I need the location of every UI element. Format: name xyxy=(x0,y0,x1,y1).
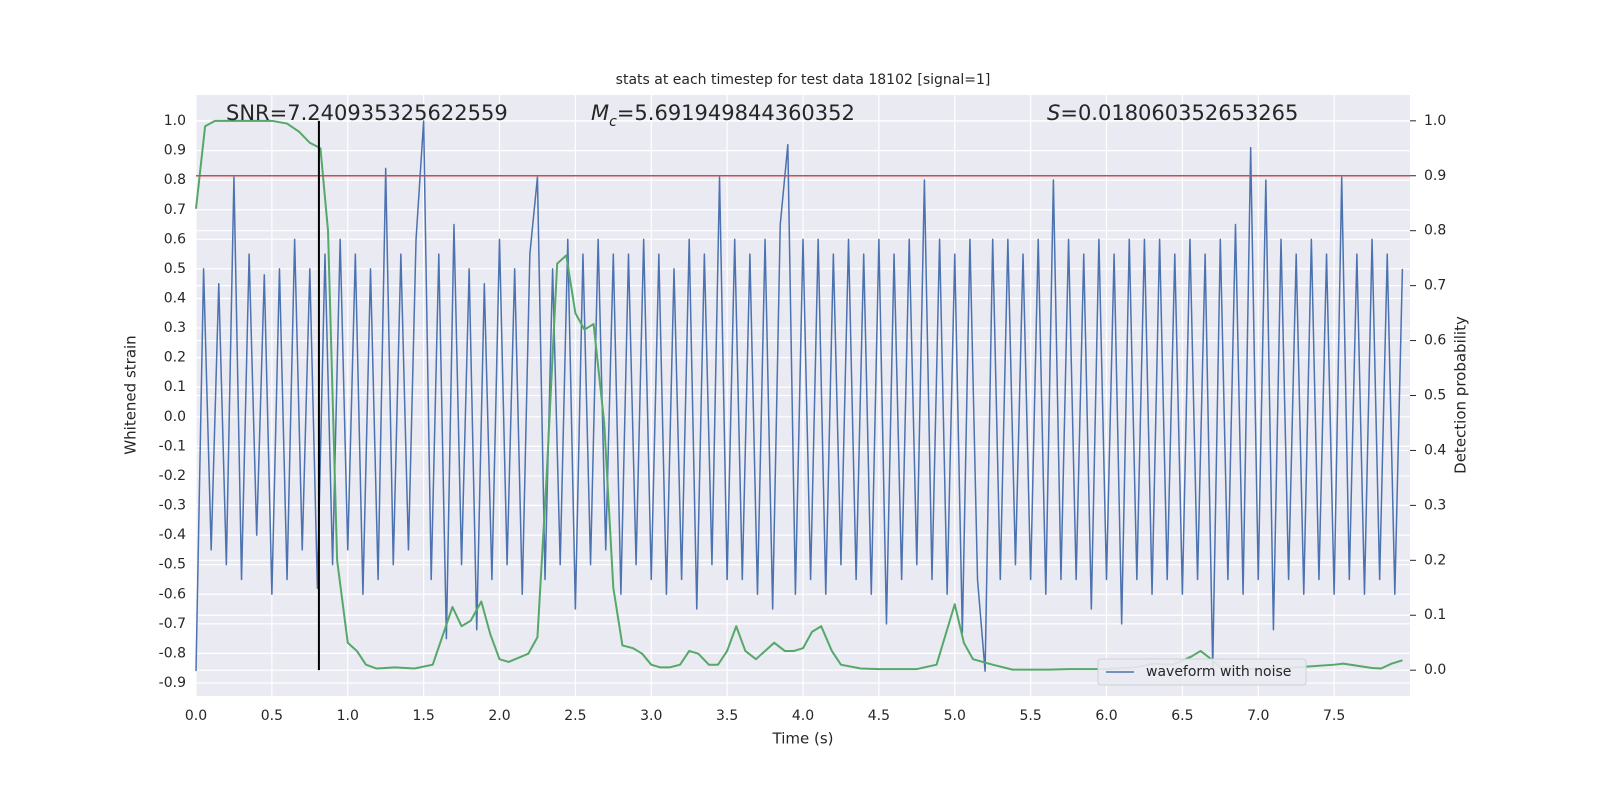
y-tick-label: 0.7 xyxy=(164,202,186,218)
y2-tick-label: 0.5 xyxy=(1424,388,1446,404)
y-tick-label: -0.7 xyxy=(159,616,186,632)
x-tick-label: 7.5 xyxy=(1323,708,1345,724)
y-tick-label: 1.0 xyxy=(164,113,186,129)
legend-box xyxy=(1097,658,1307,686)
y-tick-label: 0.6 xyxy=(164,231,186,247)
x-tick-label: 2.0 xyxy=(488,708,510,724)
x-tick-label: 0.0 xyxy=(185,708,207,724)
y2-tick-label: 0.0 xyxy=(1424,662,1446,678)
annotation-text: =0.018060352653265 xyxy=(1060,101,1298,125)
y-tick-label: -0.5 xyxy=(159,557,186,573)
x-tick-label: 7.0 xyxy=(1247,708,1269,724)
y-tick-label: -0.8 xyxy=(159,645,186,661)
y-tick-label: -0.4 xyxy=(159,527,186,543)
x-tick-label: 3.0 xyxy=(640,708,662,724)
y-tick-label: -0.1 xyxy=(159,438,186,454)
x-tick-label: 4.0 xyxy=(792,708,814,724)
y-tick-label: 0.0 xyxy=(164,409,186,425)
annotation-text: SNR=7.240935325622559 xyxy=(226,101,508,125)
x-tick-label: 3.5 xyxy=(716,708,738,724)
y2-tick-label: 0.1 xyxy=(1424,607,1446,623)
y-tick-label: 0.9 xyxy=(164,143,186,159)
y2-axis-label: Detection probability xyxy=(1452,316,1470,474)
y-tick-label: -0.2 xyxy=(159,468,186,484)
annotation: S=0.018060352653265 xyxy=(1047,101,1298,125)
y2-tick-label: 0.8 xyxy=(1424,223,1446,239)
x-tick-label: 4.5 xyxy=(868,708,890,724)
annotation-symbol: S xyxy=(1047,101,1060,125)
y2-tick-label: 0.9 xyxy=(1424,168,1446,184)
y2-tick-label: 1.0 xyxy=(1424,113,1446,129)
y2-tick-label: 0.2 xyxy=(1424,552,1446,568)
y-tick-label: 0.1 xyxy=(164,379,186,395)
y-tick-label: -0.6 xyxy=(159,586,186,602)
y2-tick-label: 0.6 xyxy=(1424,333,1446,349)
x-tick-label: 2.5 xyxy=(564,708,586,724)
y2-tick-label: 0.3 xyxy=(1424,497,1446,513)
y-tick-label: 0.2 xyxy=(164,350,186,366)
x-tick-label: 1.5 xyxy=(412,708,434,724)
y-tick-label: -0.3 xyxy=(159,498,186,514)
x-tick-label: 1.0 xyxy=(337,708,359,724)
y-axis-label: Whitened strain xyxy=(122,335,140,454)
annotation-text: =5.691949844360352 xyxy=(617,101,855,125)
x-tick-label: 6.0 xyxy=(1095,708,1117,724)
annotation: SNR=7.240935325622559 xyxy=(226,101,508,125)
annotation: Mc=5.691949844360352 xyxy=(591,101,855,130)
annotation-subscript: c xyxy=(609,114,617,130)
y-tick-label: 0.4 xyxy=(164,290,186,306)
y-tick-label: -0.9 xyxy=(159,675,186,691)
x-tick-label: 6.5 xyxy=(1171,708,1193,724)
x-tick-label: 0.5 xyxy=(261,708,283,724)
chart-title: stats at each timestep for test data 181… xyxy=(616,72,991,88)
x-axis-label: Time (s) xyxy=(772,730,834,748)
x-tick-label: 5.5 xyxy=(1019,708,1041,724)
series-line xyxy=(195,120,1404,672)
y-tick-label: 0.3 xyxy=(164,320,186,336)
y2-tick-label: 0.4 xyxy=(1424,442,1446,458)
annotation-symbol: M xyxy=(591,101,609,125)
y-tick-label: 0.5 xyxy=(164,261,186,277)
x-tick-label: 5.0 xyxy=(944,708,966,724)
y2-tick-label: 0.7 xyxy=(1424,278,1446,294)
y-tick-label: 0.8 xyxy=(164,172,186,188)
legend-label: waveform with noise xyxy=(1146,664,1291,680)
